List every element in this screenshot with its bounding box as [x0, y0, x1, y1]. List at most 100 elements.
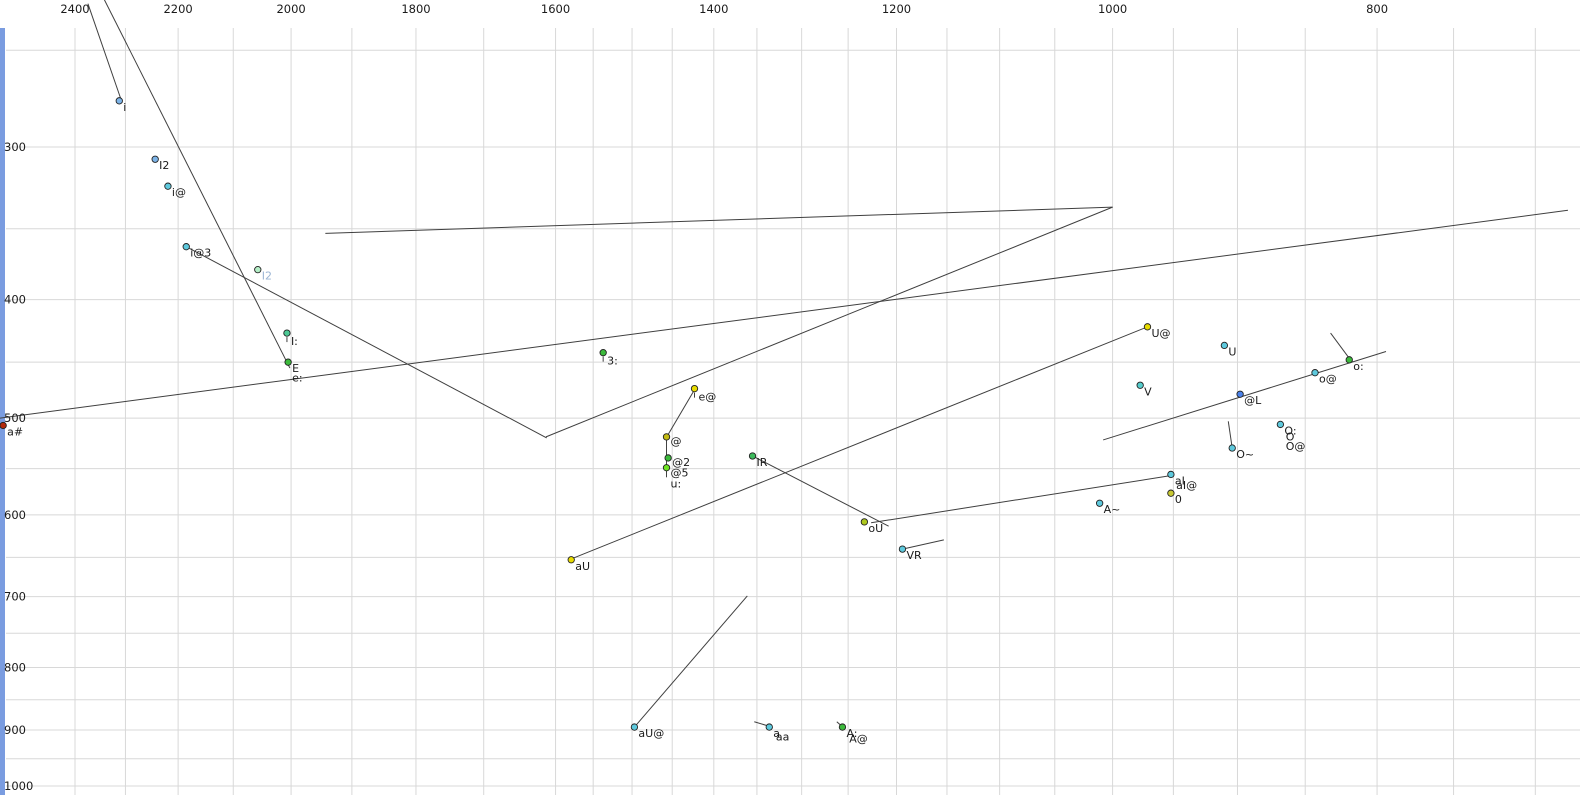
- x-axis-tick-label: 1800: [401, 2, 430, 16]
- trajectory-lines: [0, 0, 1569, 729]
- line-trajectory-oU-aI: [871, 474, 1173, 524]
- x-axis-tick-labels: 2400 2200 2000 1800 1600 1400 1200 1000 800: [60, 2, 1388, 16]
- vowel-point-label: E: [292, 362, 299, 375]
- y-axis-tick-label: 900: [4, 723, 26, 737]
- vowel-point-marker-32[interactable]: [1311, 369, 1319, 377]
- vowel-point-label: e:: [292, 372, 302, 385]
- x-axis-tick-label: 800: [1366, 2, 1388, 16]
- vowel-point-marker-29[interactable]: [1220, 341, 1229, 350]
- vowel-point-label: @L: [1244, 394, 1262, 407]
- vowel-point-marker-28[interactable]: [1143, 323, 1152, 331]
- vowel-point-label: aU: [575, 560, 590, 573]
- vowel-point-label: @5: [671, 467, 689, 480]
- vowel-point-label: IR: [757, 456, 768, 469]
- vowel-point-marker-34[interactable]: [1276, 420, 1285, 429]
- vowel-point-marker-2[interactable]: [164, 182, 172, 190]
- vowel-point-label: O@: [1286, 440, 1306, 453]
- y-axis-tick-label: 800: [4, 661, 26, 675]
- vowel-point-marker-11[interactable]: [662, 433, 671, 441]
- vowel-point-marker-37[interactable]: [1228, 444, 1236, 452]
- vowel-point-label: oU: [868, 522, 883, 535]
- vowel-point-label: A@: [849, 732, 868, 745]
- vowel-point-label: O:: [1284, 424, 1296, 437]
- vowel-point-marker-18[interactable]: [567, 556, 575, 564]
- x-axis-tick-label: 2000: [276, 2, 305, 16]
- vowel-point-marker-17[interactable]: [898, 545, 907, 553]
- line-trajectory-wedge: [545, 206, 1113, 438]
- vowel-point-label: a: [773, 727, 780, 740]
- y-axis-tick-label: 700: [4, 590, 26, 604]
- vowel-point-label: @2: [672, 456, 690, 469]
- vowel-point-label: o:: [1353, 360, 1363, 373]
- vowel-point-marker-13[interactable]: [662, 464, 671, 472]
- vowel-point-marker-27[interactable]: [1167, 489, 1175, 497]
- y-axis-tick-label: 1000: [4, 779, 33, 793]
- vowel-point-label: aI@: [1176, 479, 1197, 492]
- x-axis-tick-label: 1200: [882, 2, 911, 16]
- vowel-point-label: i@3: [190, 247, 211, 260]
- y-axis-tick-label: 500: [4, 411, 26, 425]
- vowel-point-marker-0[interactable]: [115, 97, 123, 105]
- vowel-point-marker-8[interactable]: [0, 421, 7, 430]
- line-trajectory-e-schwa: [666, 389, 695, 437]
- vowel-point-marker-30[interactable]: [1136, 381, 1144, 389]
- vowel-point-label: U: [1228, 345, 1236, 358]
- vowel-point-label: I:: [291, 335, 298, 348]
- vowel-point-marker-6[interactable]: [284, 358, 292, 366]
- line-leader-i: [87, 3, 122, 100]
- vowel-point-marker-15[interactable]: [748, 452, 757, 460]
- vowel-point-label: o@: [1319, 373, 1337, 386]
- vowel-point-marker-19[interactable]: [630, 723, 639, 731]
- vowel-point-marker-3[interactable]: [182, 243, 190, 251]
- x-axis-tick-label: 1000: [1098, 2, 1127, 16]
- vowel-point-label: @: [671, 435, 682, 448]
- x-axis-tick-label: 2400: [60, 2, 89, 16]
- x-axis-tick-label: 2200: [163, 2, 192, 16]
- x-axis-tick-label: 1600: [541, 2, 570, 16]
- vowel-point-marker-4[interactable]: [254, 266, 262, 274]
- vowel-point-marker-12[interactable]: [664, 454, 672, 462]
- line-trajectory-o-schwa-L: [1103, 350, 1387, 441]
- vowel-point-marker-1[interactable]: [151, 155, 159, 163]
- vowel-point-label: I2: [262, 270, 272, 283]
- vowel-point-label: O: [1286, 431, 1295, 444]
- vowel-point-marker-22[interactable]: [838, 723, 847, 731]
- vowel-point-label: A:: [846, 727, 857, 740]
- line-stub-VR: [902, 539, 944, 550]
- y-axis-strip: [0, 28, 5, 795]
- gridlines: [6, 28, 1580, 795]
- vowel-point-marker-20[interactable]: [765, 723, 773, 731]
- vowel-point-marker-10[interactable]: [690, 384, 699, 393]
- line-trajectory-aU-U: [571, 326, 1148, 560]
- line-trajectory-left-steep: [103, 0, 291, 369]
- vowel-point-label: a#: [7, 425, 23, 438]
- vowel-point-label: i@: [172, 186, 186, 199]
- line-trajectory-IR-oU: [752, 455, 889, 527]
- y-axis-tick-labels: 300 400 500 600 700 800 900 1000: [4, 140, 33, 793]
- vowel-point-label: O~: [1236, 448, 1254, 461]
- vowel-point-label: A~: [1104, 503, 1121, 516]
- data-points: i I2 i@ i@3 I2 I: Ee: a# 3: e@ @ @2@5u: IR oU VR aU a U@ a…: [0, 97, 1364, 745]
- vowel-point-marker-16[interactable]: [860, 518, 869, 526]
- vowel-point-label: e@: [699, 391, 717, 404]
- vowel-point-marker-31[interactable]: [1236, 390, 1244, 398]
- vowel-point-marker-33[interactable]: [1345, 356, 1353, 364]
- line-stub-O-nasal: [1227, 421, 1233, 449]
- vowel-point-label: V: [1144, 385, 1152, 398]
- y-axis-tick-label: 300: [4, 140, 26, 154]
- vowel-point-label: u:: [671, 477, 682, 490]
- vowel-point-label: i: [123, 101, 126, 114]
- line-trajectory-top-shallow: [325, 206, 1113, 234]
- line-trajectory-i-3: [185, 246, 547, 439]
- vowel-point-label: U@: [1151, 327, 1170, 340]
- vowel-point-label: aI: [1175, 474, 1185, 487]
- vowel-point-marker-25[interactable]: [1167, 470, 1175, 479]
- vowel-point-label: I2: [159, 159, 169, 172]
- vowel-point-label: 3:: [607, 355, 618, 368]
- vowel-point-marker-9[interactable]: [599, 349, 607, 357]
- vowel-point-label: aa: [776, 731, 789, 744]
- vowel-point-label: VR: [906, 549, 922, 562]
- vowel-point-marker-24[interactable]: [1095, 499, 1104, 507]
- vowel-point-marker-5[interactable]: [283, 329, 291, 337]
